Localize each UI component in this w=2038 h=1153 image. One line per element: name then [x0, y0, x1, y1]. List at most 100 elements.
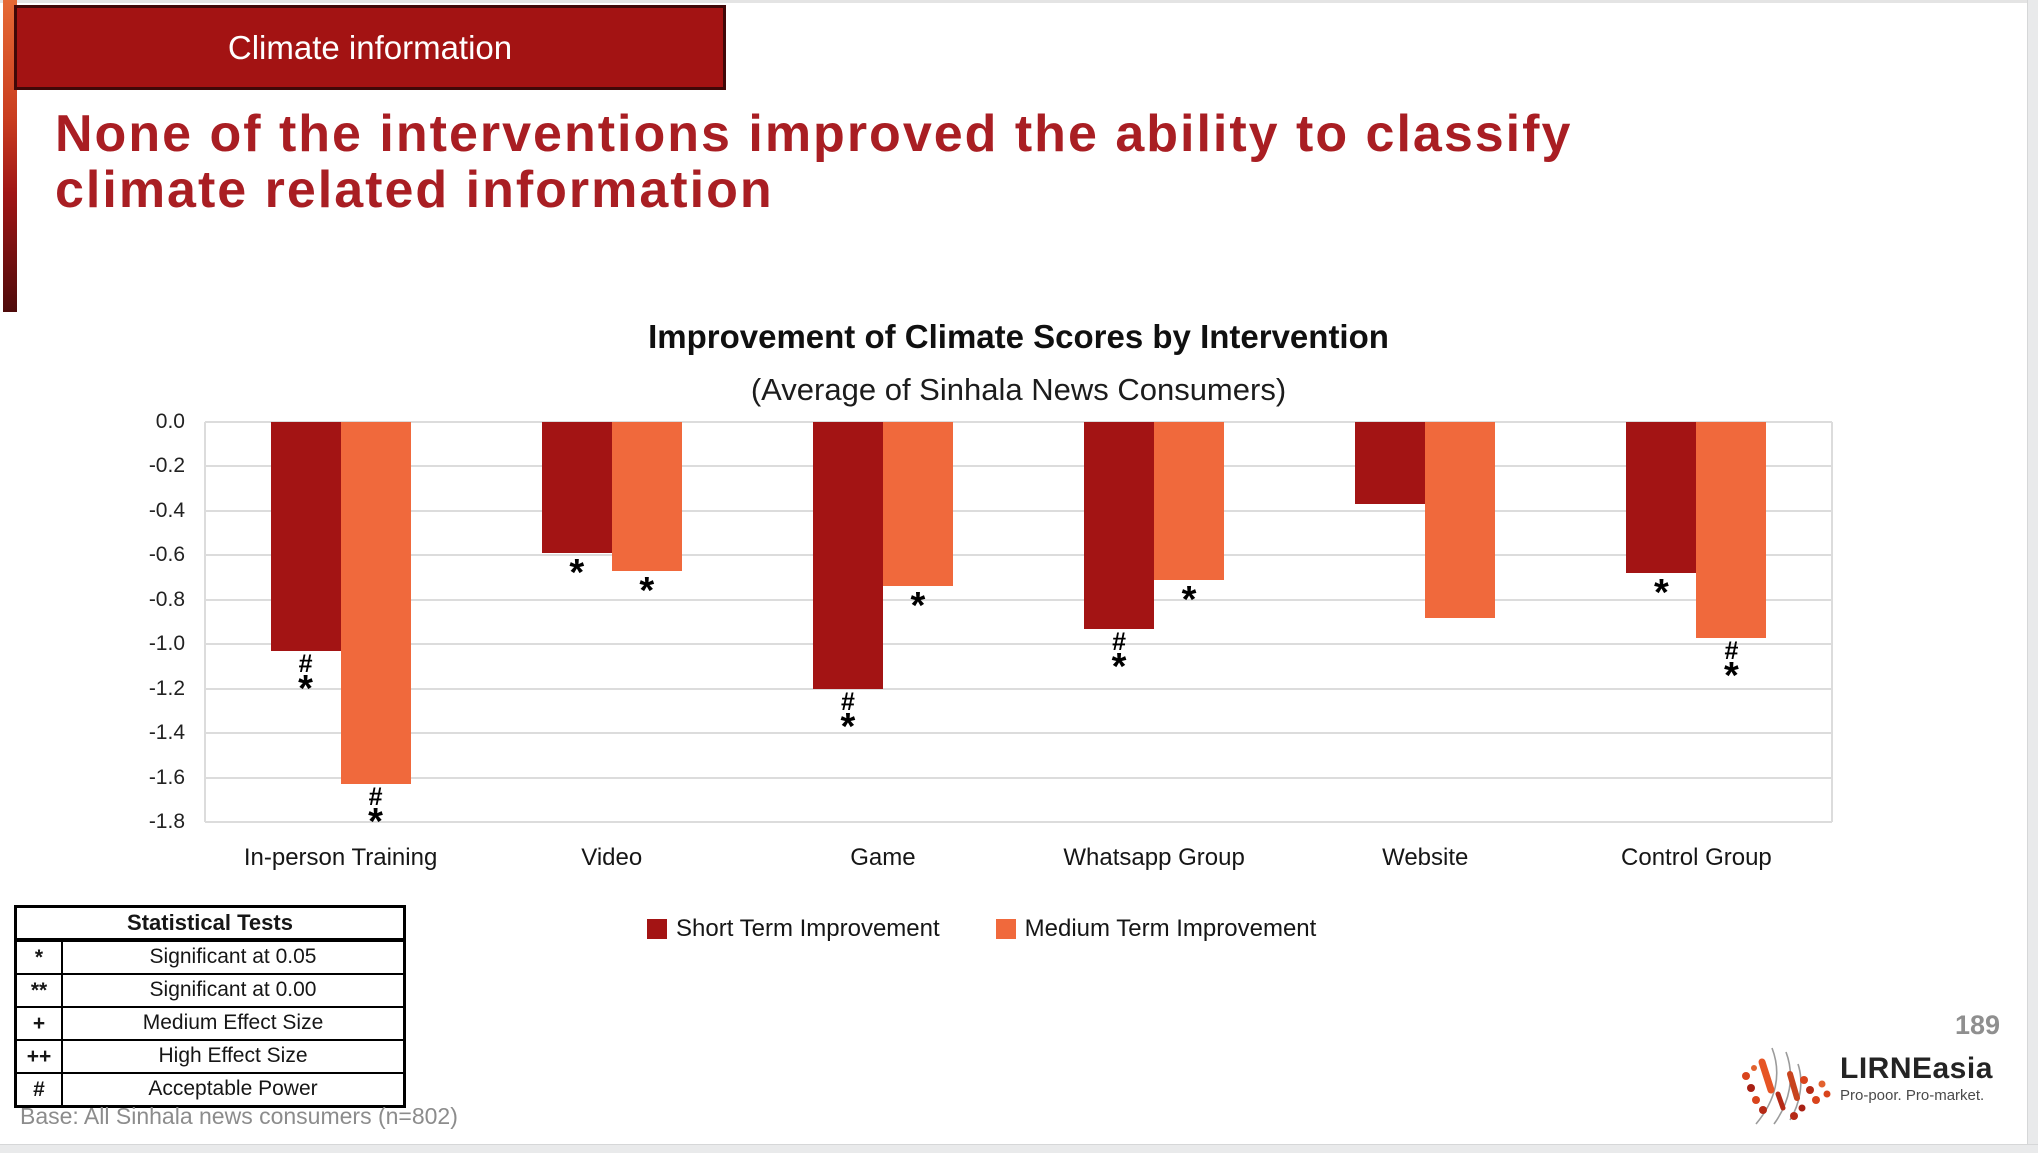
significance-marker: * [1654, 572, 1669, 614]
bar-medium-term [1425, 422, 1496, 618]
stats-label: Significant at 0.05 [149, 945, 317, 968]
significance-marker: * [368, 801, 383, 843]
legend-item: Short Term Improvement [647, 915, 940, 943]
significance-marker: * [910, 585, 926, 627]
bar-short-term [270, 422, 341, 651]
significance-markers: # * [1084, 628, 1154, 688]
slide-title-line-2: climate related information [55, 161, 774, 219]
acceptable-power-marker: # [368, 783, 383, 811]
significance-markers: * [1626, 572, 1696, 614]
plot-right-border [1831, 422, 1833, 822]
stats-table: Statistical Tests * Significant at 0.05 … [14, 905, 406, 1108]
gridline [205, 732, 1832, 734]
gridline [205, 688, 1832, 690]
bar-medium-term [1154, 422, 1225, 580]
table-row: * Significant at 0.05 [17, 940, 403, 973]
acceptable-power-marker: # [840, 688, 855, 716]
right-gutter [2027, 0, 2038, 1152]
bar-short-term [812, 422, 883, 689]
x-axis-category-label: Video [581, 844, 643, 871]
slide-title: None of the interventions improved the a… [55, 106, 1955, 218]
bottom-gutter [0, 1144, 2038, 1153]
legend-swatch [647, 919, 667, 939]
slide-title-line-1: None of the interventions improved the a… [55, 105, 1573, 163]
gridline [205, 465, 1832, 467]
significance-markers: * [612, 570, 682, 612]
top-border [0, 0, 2038, 3]
legend-label: Short Term Improvement [676, 915, 940, 942]
y-axis-tick-label: -1.2 [148, 677, 185, 700]
logo-tagline: Pro-poor. Pro-market. [1840, 1087, 1985, 1104]
x-axis-category-label: Control Group [1621, 844, 1772, 871]
gridline [205, 554, 1832, 556]
stats-label: High Effect Size [158, 1044, 308, 1067]
table-row: + Medium Effect Size [17, 1006, 403, 1039]
y-axis-tick-label: -0.6 [148, 543, 185, 566]
significance-marker: * [1111, 646, 1127, 688]
x-axis-category-label: Whatsapp Group [1063, 844, 1245, 871]
significance-marker: * [840, 706, 856, 748]
section-tag-box: Climate information [14, 5, 726, 90]
gridline [205, 421, 1832, 423]
chart-title: Improvement of Climate Scores by Interve… [648, 318, 1389, 355]
bar-short-term [1626, 422, 1697, 573]
legend-swatch [995, 919, 1016, 939]
stats-symbol: + [17, 1008, 63, 1039]
significance-marker: * [639, 570, 655, 612]
significance-marker: * [1181, 579, 1197, 621]
significance-marker: * [298, 668, 313, 710]
stats-symbol: * [17, 942, 63, 973]
acceptable-power-marker: # [1112, 628, 1127, 656]
y-axis-tick-label: -0.4 [148, 499, 185, 522]
accent-stripe [3, 0, 17, 312]
y-axis-tick-label: -0.8 [148, 588, 185, 611]
x-axis-category-label: In-person Training [243, 844, 438, 871]
section-tag-label: Climate information [227, 28, 513, 66]
significance-marker: * [1724, 655, 1739, 697]
y-axis-tick-label: -1.8 [148, 810, 185, 833]
bar-short-term [541, 422, 612, 553]
x-axis-category-label: Game [850, 844, 916, 871]
significance-markers: * [1154, 579, 1224, 621]
bar-medium-term [882, 422, 953, 586]
gridline [205, 777, 1832, 779]
gridline [205, 599, 1832, 601]
bar-medium-term [340, 422, 411, 784]
plot-left-border [204, 422, 206, 822]
table-row: ++ High Effect Size [17, 1039, 403, 1072]
stats-symbol: # [17, 1074, 63, 1105]
legend-label: Medium Term Improvement [1024, 915, 1317, 942]
bar-short-term [1355, 422, 1426, 504]
gridline [205, 510, 1832, 512]
significance-markers: # * [813, 688, 883, 748]
y-axis-tick-label: -1.6 [148, 766, 185, 789]
significance-markers: # * [271, 650, 341, 710]
stats-label: Acceptable Power [148, 1077, 318, 1100]
lirneasia-logo-icon [1738, 1046, 1834, 1131]
stats-label: Medium Effect Size [142, 1011, 324, 1034]
table-row: # Acceptable Power [17, 1072, 403, 1105]
significance-markers: # * [1696, 637, 1766, 697]
legend-item: Medium Term Improvement [995, 915, 1317, 943]
acceptable-power-marker: # [1724, 637, 1739, 665]
gridline [205, 821, 1832, 823]
acceptable-power-marker: # [298, 650, 313, 678]
y-axis-tick-label: 0.0 [155, 410, 185, 433]
y-axis-tick-label: -1.0 [148, 632, 185, 655]
stats-symbol: ** [17, 975, 63, 1006]
page-number: 189 [1954, 1010, 2000, 1040]
base-note: Base: All Sinhala news consumers (n=802) [20, 1103, 458, 1129]
x-axis-category-label: Website [1382, 844, 1469, 871]
significance-markers: * [542, 554, 612, 592]
stats-label: Significant at 0.00 [149, 978, 317, 1001]
bar-medium-term [611, 422, 682, 571]
stats-symbol: ++ [17, 1041, 63, 1072]
bar-medium-term [1696, 422, 1767, 638]
gridline [205, 643, 1832, 645]
chart-legend: Short Term Improvement Medium Term Improv… [647, 915, 1316, 943]
y-axis-tick-label: -1.4 [148, 721, 185, 744]
lirneasia-logo-text: LIRNEasia Pro-poor. Pro-market. [1840, 1054, 1993, 1105]
significance-markers: * [883, 585, 953, 627]
y-axis-tick-label: -0.2 [148, 454, 185, 477]
